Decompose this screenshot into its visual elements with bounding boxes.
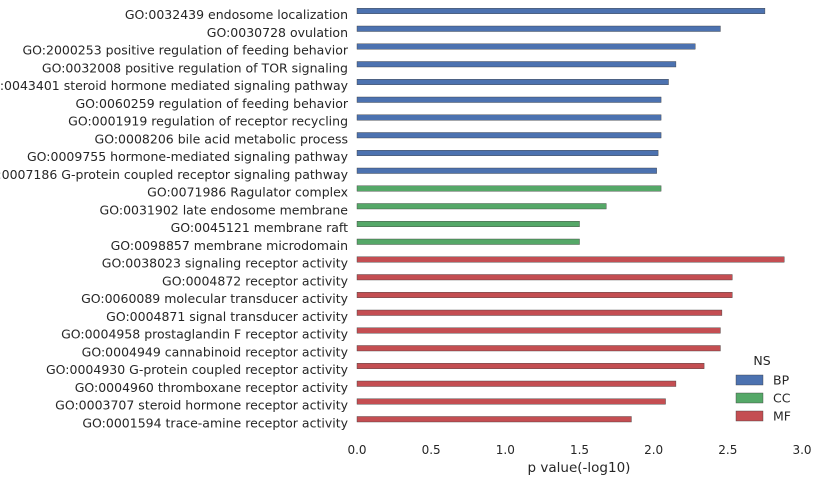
bar-go-0008206: [356, 132, 662, 139]
bar-go-0009755: [356, 150, 659, 156]
category-label: GO:0009755 hormone-mediated signaling pa…: [27, 149, 349, 164]
category-label: GO:0004872 receptor activity: [162, 273, 349, 288]
bar-go-0004871: [356, 309, 723, 316]
bar-go-0043401: [356, 79, 669, 85]
bar-go-0030728: [356, 25, 721, 32]
legend-label-mf: MF: [773, 409, 791, 424]
bar-go-2000253: [356, 43, 696, 50]
bar-go-0003707: [356, 398, 666, 405]
bar-go-0071986: [356, 185, 662, 192]
category-label: GO:0004949 cannabinoid receptor activity: [82, 344, 349, 359]
category-label: GO:0001919 regulation of receptor recycl…: [68, 114, 348, 129]
bar-go-0045121: [356, 221, 580, 227]
legend-label-bp: BP: [773, 373, 790, 388]
bar-go-0060089: [356, 292, 733, 298]
x-tick-label: 1.5: [570, 443, 589, 457]
category-label: GO:0004871 signal transducer activity: [106, 309, 348, 324]
category-label: GO:0098857 membrane microdomain: [111, 238, 348, 253]
bar-go-0038023: [356, 256, 785, 263]
category-label: GO:0060259 regulation of feeding behavio…: [75, 96, 348, 111]
bar-go-0001919: [356, 114, 662, 121]
category-label: GO:0004960 thromboxane receptor activity: [75, 380, 349, 395]
bar-go-0004949: [356, 345, 721, 352]
bar-go-0031902: [356, 203, 607, 210]
bar-go-0004930: [356, 363, 705, 369]
category-label: GO:0003707 steroid hormone receptor acti…: [55, 398, 348, 413]
legend: NS BP CC MF: [735, 353, 791, 424]
category-label: GO:0007186 G-protein coupled receptor si…: [0, 167, 349, 182]
legend-swatch-mf: [735, 410, 764, 422]
category-label: GO:0004958 prostaglandin F receptor acti…: [61, 327, 349, 342]
x-tick-label: 2.5: [718, 443, 737, 457]
x-tick-labels: 0.0 0.5 1.0 1.5 2.0 2.5 3.0: [347, 443, 811, 457]
bar-go-0004958: [356, 327, 721, 334]
bar-go-0007186: [356, 167, 657, 174]
legend-swatch-bp: [735, 374, 764, 386]
bar-go-0060259: [356, 96, 662, 103]
bar-go-0001594: [356, 416, 632, 423]
x-tick-label: 1.0: [496, 443, 515, 457]
x-tick-label: 0.0: [347, 443, 366, 457]
category-label: GO:0043401 steroid hormone mediated sign…: [0, 78, 349, 93]
bar-group: [356, 8, 785, 423]
bar-go-0098857: [356, 238, 580, 245]
bar-go-0032439: [356, 8, 766, 14]
category-labels: GO:0032439 endosome localization GO:00307…: [0, 7, 349, 430]
category-label: GO:0032008 positive regulation of TOR si…: [42, 60, 348, 75]
category-label: GO:0071986 Ragulator complex: [147, 185, 348, 200]
x-axis-title: p value(-log10): [528, 460, 631, 476]
x-tick-label: 0.5: [422, 443, 441, 457]
category-label: GO:0030728 ovulation: [207, 25, 348, 40]
x-tick-label: 3.0: [792, 443, 811, 457]
category-label: GO:2000253 positive regulation of feedin…: [22, 43, 348, 58]
bar-go-0004960: [356, 380, 677, 387]
category-label: GO:0060089 molecular transducer activity: [81, 291, 349, 306]
legend-title: NS: [753, 353, 770, 368]
bar-go-0032008: [356, 61, 677, 68]
x-tick-label: 2.0: [644, 443, 663, 457]
category-label: GO:0008206 bile acid metabolic process: [95, 131, 348, 146]
category-label: GO:0001594 trace-amine receptor activity: [82, 415, 348, 430]
category-label: GO:0038023 signaling receptor activity: [102, 256, 349, 271]
legend-label-cc: CC: [773, 391, 791, 406]
legend-swatch-cc: [735, 392, 764, 404]
category-label: GO:0045121 membrane raft: [171, 220, 349, 235]
category-label: GO:0004930 G-protein coupled receptor ac…: [46, 362, 349, 377]
bar-go-0004872: [356, 274, 733, 281]
category-label: GO:0031902 late endosome membrane: [100, 202, 349, 217]
category-label: GO:0032439 endosome localization: [125, 7, 348, 22]
